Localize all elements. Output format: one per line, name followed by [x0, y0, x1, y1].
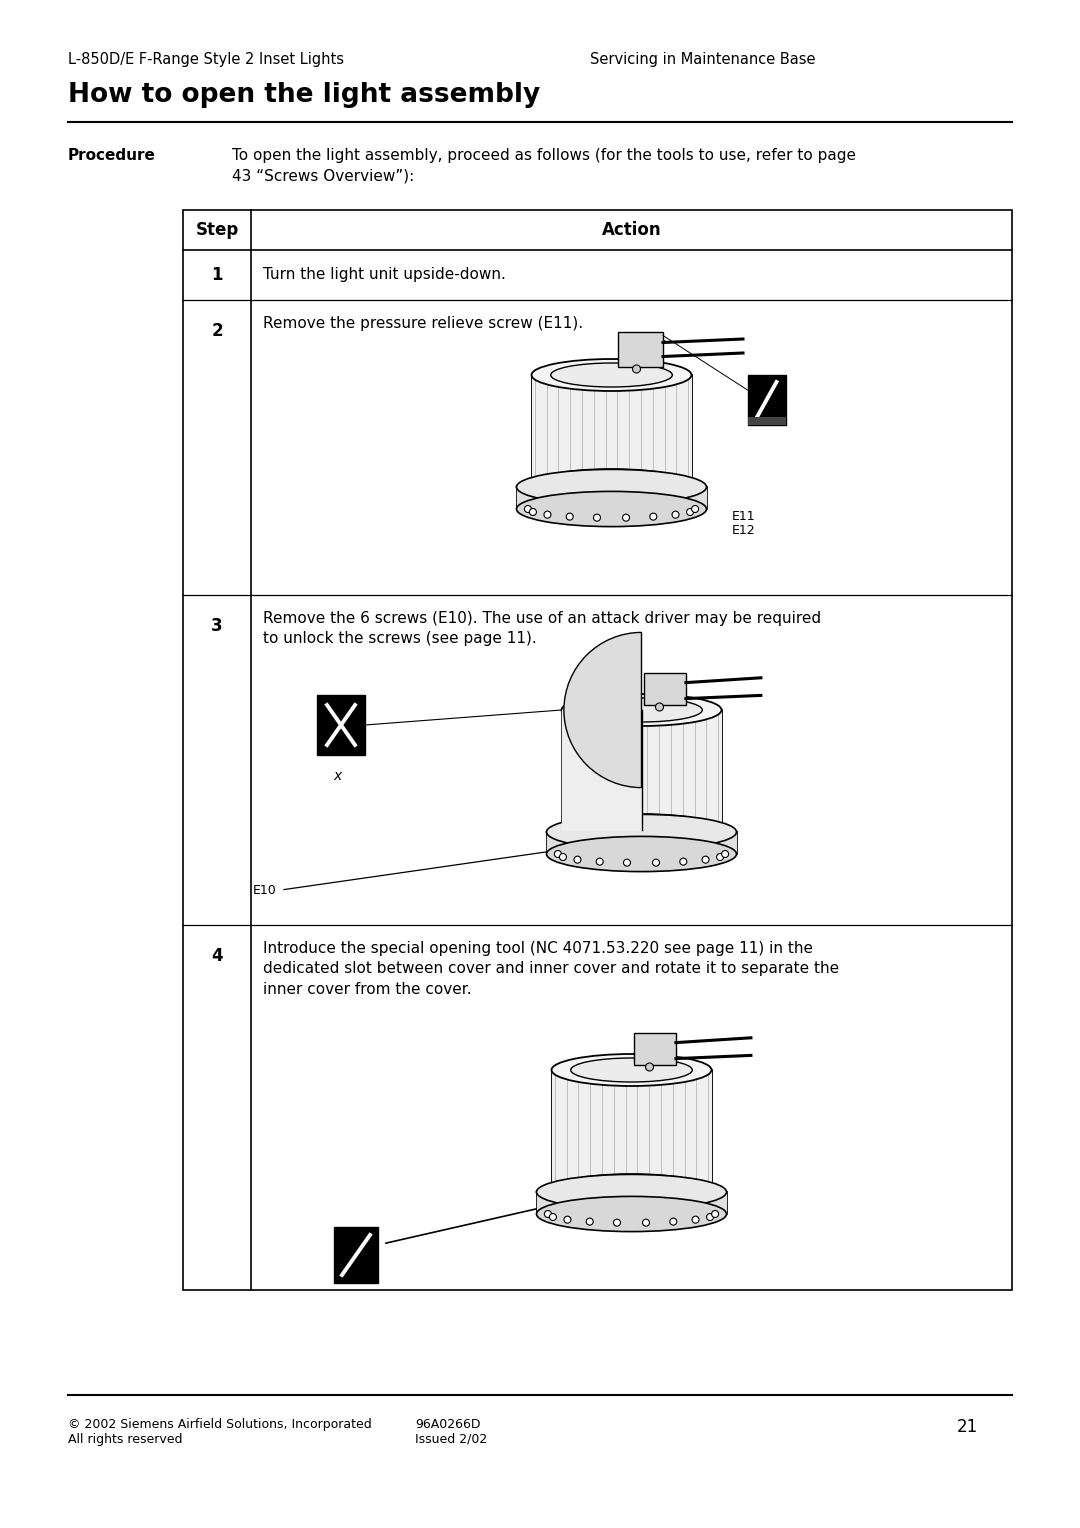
Circle shape [623, 859, 631, 866]
Ellipse shape [531, 469, 691, 501]
Ellipse shape [570, 1057, 692, 1082]
Ellipse shape [562, 694, 721, 726]
Text: © 2002 Siemens Airfield Solutions, Incorporated: © 2002 Siemens Airfield Solutions, Incor… [68, 1418, 372, 1432]
Bar [537, 1192, 727, 1215]
Circle shape [692, 1216, 699, 1222]
Bar [552, 1070, 712, 1190]
Text: E10: E10 [253, 883, 276, 897]
Polygon shape [618, 332, 663, 367]
Text: 3: 3 [212, 617, 222, 636]
Circle shape [596, 859, 604, 865]
Circle shape [712, 1210, 718, 1218]
Bar [183, 209, 1012, 1290]
Circle shape [656, 703, 663, 711]
Text: 1: 1 [212, 266, 222, 284]
Circle shape [529, 509, 537, 515]
Circle shape [525, 506, 531, 512]
Text: Procedure: Procedure [68, 148, 156, 163]
Ellipse shape [562, 814, 721, 847]
Circle shape [679, 859, 687, 865]
Bar [747, 374, 785, 425]
Ellipse shape [551, 364, 672, 387]
Ellipse shape [516, 492, 706, 527]
Circle shape [544, 512, 551, 518]
Circle shape [559, 854, 566, 860]
Circle shape [721, 851, 729, 857]
Text: Remove the 6 screws (E10). The use of an attack driver may be required
to unlock: Remove the 6 screws (E10). The use of an… [264, 611, 821, 646]
Ellipse shape [537, 1196, 727, 1232]
Text: E12: E12 [731, 524, 755, 536]
Circle shape [650, 513, 657, 520]
Circle shape [670, 1218, 677, 1225]
Text: Step: Step [195, 222, 239, 238]
Ellipse shape [581, 698, 702, 723]
Polygon shape [634, 1033, 676, 1065]
Text: Turn the light unit upside-down.: Turn the light unit upside-down. [264, 267, 505, 283]
Circle shape [652, 859, 660, 866]
Text: 21: 21 [957, 1418, 978, 1436]
Circle shape [586, 1218, 593, 1225]
Wedge shape [564, 633, 642, 787]
Circle shape [643, 1219, 649, 1225]
Ellipse shape [537, 1175, 727, 1210]
Circle shape [646, 1063, 653, 1071]
Text: E11: E11 [731, 510, 755, 523]
Circle shape [566, 513, 573, 520]
Bar [531, 374, 691, 484]
Circle shape [687, 509, 693, 515]
Bar [546, 833, 737, 854]
Ellipse shape [546, 836, 737, 871]
Text: Remove the pressure relieve screw (E11).: Remove the pressure relieve screw (E11). [264, 316, 583, 332]
Circle shape [613, 1219, 621, 1225]
Circle shape [564, 1216, 571, 1222]
Text: Issued 2/02: Issued 2/02 [415, 1433, 487, 1445]
Bar [318, 695, 365, 755]
Text: 2: 2 [212, 322, 222, 341]
Bar [516, 487, 706, 509]
Circle shape [622, 513, 630, 521]
Ellipse shape [516, 469, 706, 504]
Ellipse shape [546, 814, 737, 850]
Text: Action: Action [602, 222, 661, 238]
Text: L-850D/E F-Range Style 2 Inset Lights: L-850D/E F-Range Style 2 Inset Lights [68, 52, 345, 67]
Text: Servicing in Maintenance Base: Servicing in Maintenance Base [590, 52, 815, 67]
Ellipse shape [552, 1174, 712, 1206]
Circle shape [544, 1210, 552, 1218]
Text: 4: 4 [212, 947, 222, 966]
Text: To open the light assembly, proceed as follows (for the tools to use, refer to p: To open the light assembly, proceed as f… [232, 148, 856, 183]
Bar [747, 417, 785, 425]
Bar [562, 711, 721, 830]
Ellipse shape [531, 359, 691, 391]
Circle shape [594, 513, 600, 521]
Circle shape [554, 851, 562, 857]
Circle shape [706, 1213, 714, 1221]
Circle shape [672, 512, 679, 518]
Ellipse shape [552, 1054, 712, 1086]
Bar [334, 1227, 378, 1284]
Circle shape [691, 506, 699, 512]
Circle shape [702, 856, 710, 863]
Text: All rights reserved: All rights reserved [68, 1433, 183, 1445]
Circle shape [573, 856, 581, 863]
Circle shape [633, 365, 640, 373]
Text: How to open the light assembly: How to open the light assembly [68, 83, 540, 108]
Text: 96A0266D: 96A0266D [415, 1418, 481, 1432]
Text: x: x [333, 769, 341, 782]
Polygon shape [644, 672, 686, 704]
Circle shape [716, 854, 724, 860]
Circle shape [550, 1213, 556, 1221]
Text: Introduce the special opening tool (NC 4071.53.220 see page 11) in the
dedicated: Introduce the special opening tool (NC 4… [264, 941, 839, 996]
